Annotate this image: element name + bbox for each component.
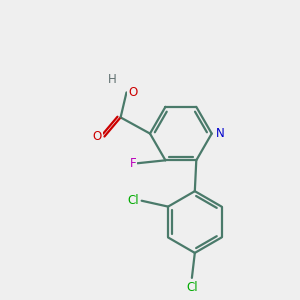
Text: Cl: Cl: [127, 194, 139, 207]
Text: H: H: [107, 73, 116, 86]
Text: O: O: [92, 130, 101, 143]
Text: F: F: [129, 157, 136, 170]
Text: Cl: Cl: [186, 281, 198, 294]
Text: O: O: [128, 86, 137, 99]
Text: N: N: [216, 127, 225, 140]
